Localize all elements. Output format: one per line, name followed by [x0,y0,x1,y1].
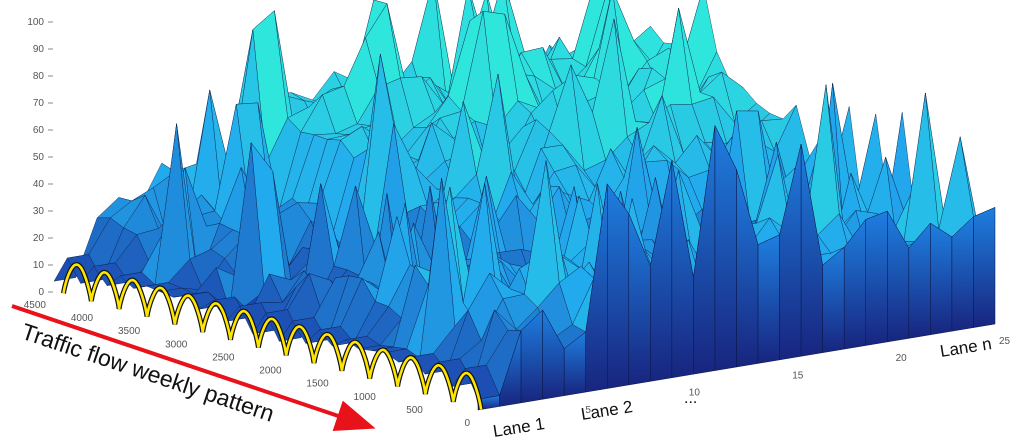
z-tick-label: 70 [33,98,45,109]
time-tick-label: 0 [464,418,470,429]
lane-tick-label: 25 [999,336,1011,347]
time-tick-label: 3500 [118,326,141,337]
surface-mesh [53,0,996,411]
surface-front-facet [951,216,974,332]
time-tick-label: 3000 [165,339,188,350]
z-tick-label: 10 [33,260,45,271]
highlight-lane-pattern [61,262,484,410]
z-tick-label: 100 [27,17,44,28]
time-tick-label: 2000 [259,366,282,377]
lane-1-label: Lane 1 [492,414,546,441]
surface-front-facet [607,183,630,389]
lane-tick-label: 5 [585,405,591,416]
time-tick-label: 4000 [71,313,94,324]
surface-front-facet [822,246,845,353]
highlight-curve [62,263,483,410]
surface-front-facet [973,206,996,328]
lane-n-label: Lane n [939,334,993,361]
lane-tick-label: 10 [689,388,701,399]
z-tick-label: 50 [33,152,45,163]
weekly-pattern-label: Traffic flow weekly pattern [18,318,277,427]
time-tick-label: 1000 [354,392,377,403]
surface-front-facet [865,210,888,346]
surface-front-facet [930,222,953,336]
z-tick-label: 30 [33,206,45,217]
lane-ellipsis-label: ... [684,390,697,407]
z-tick-label: 40 [33,179,45,190]
lane-2-label: Lane 2 [580,397,634,424]
z-tick-label: 0 [38,287,44,298]
time-direction-arrow [11,304,376,431]
time-tick-label: 1500 [306,379,329,390]
time-tick-label: 4500 [24,300,47,311]
lane-tick-label: 20 [896,353,908,364]
lane-tick-label: 15 [792,370,804,381]
z-tick-label: 60 [33,125,45,136]
z-tick-label: 90 [33,44,45,55]
z-tick-label: 20 [33,233,45,244]
axes-group: 0102030405060708090100050010001500200025… [24,17,1011,429]
z-tick-label: 80 [33,71,45,82]
time-tick-label: 500 [406,405,423,416]
surface-front-facet [757,234,780,364]
time-tick-label: 2500 [212,352,235,363]
